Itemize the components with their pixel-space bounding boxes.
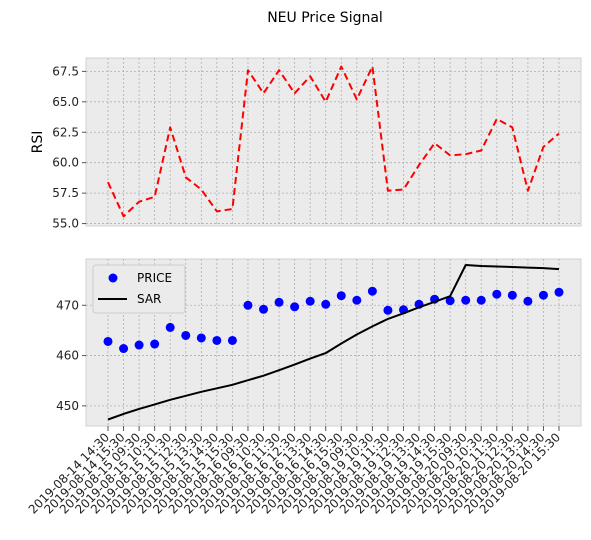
data-point-price xyxy=(492,289,502,299)
data-point-price xyxy=(538,290,548,300)
y-tick-label: 57.5 xyxy=(52,186,79,200)
data-point-price xyxy=(134,340,144,350)
data-point-price xyxy=(290,302,300,312)
data-point-price xyxy=(367,286,377,296)
data-point-price xyxy=(227,335,237,345)
panel-2: 450 460 470 PRICE SAR xyxy=(56,258,582,431)
data-point-price xyxy=(259,304,269,314)
y-tick-label: 55.0 xyxy=(52,217,79,231)
data-point-price xyxy=(383,305,393,315)
data-point-price xyxy=(181,330,191,340)
data-point-price xyxy=(212,335,222,345)
y-tick-label: 450 xyxy=(56,399,79,413)
data-point-price xyxy=(507,290,517,300)
legend-label-price: PRICE xyxy=(137,271,172,285)
series-line-rsi xyxy=(107,65,560,218)
data-point-price xyxy=(445,296,455,306)
y-tick-label: 460 xyxy=(56,349,79,363)
data-point-price xyxy=(165,322,175,332)
y-tick-label: 65.0 xyxy=(52,95,79,109)
data-point-price xyxy=(103,336,113,346)
legend: PRICE SAR xyxy=(92,264,186,314)
plot-area xyxy=(85,57,582,227)
series-line-sar xyxy=(107,264,560,421)
data-point-price xyxy=(119,344,129,354)
y-tick-label: 470 xyxy=(56,298,79,312)
data-point-price xyxy=(523,296,533,306)
data-point-price xyxy=(274,297,284,307)
data-point-price xyxy=(243,300,253,310)
data-point-price xyxy=(352,295,362,305)
legend-label-sar: SAR xyxy=(137,292,161,306)
data-point-price xyxy=(476,295,486,305)
panel-1: 55.0 57.5 60.0 62.5 65.0 67.5 RSI xyxy=(30,57,582,231)
data-point-price xyxy=(461,295,471,305)
data-point-price xyxy=(554,287,564,297)
chart-title: NEU Price Signal xyxy=(267,10,383,26)
legend-marker-price xyxy=(108,273,118,283)
data-point-price xyxy=(305,296,315,306)
y-tick-label: 60.0 xyxy=(52,156,79,170)
y-axis-label: RSI xyxy=(30,131,46,154)
data-point-price xyxy=(150,339,160,349)
y-tick-label: 67.5 xyxy=(52,64,79,78)
data-point-price xyxy=(196,333,206,343)
data-point-price xyxy=(321,299,331,309)
data-point-price xyxy=(336,291,346,301)
y-tick-label: 62.5 xyxy=(52,125,79,139)
